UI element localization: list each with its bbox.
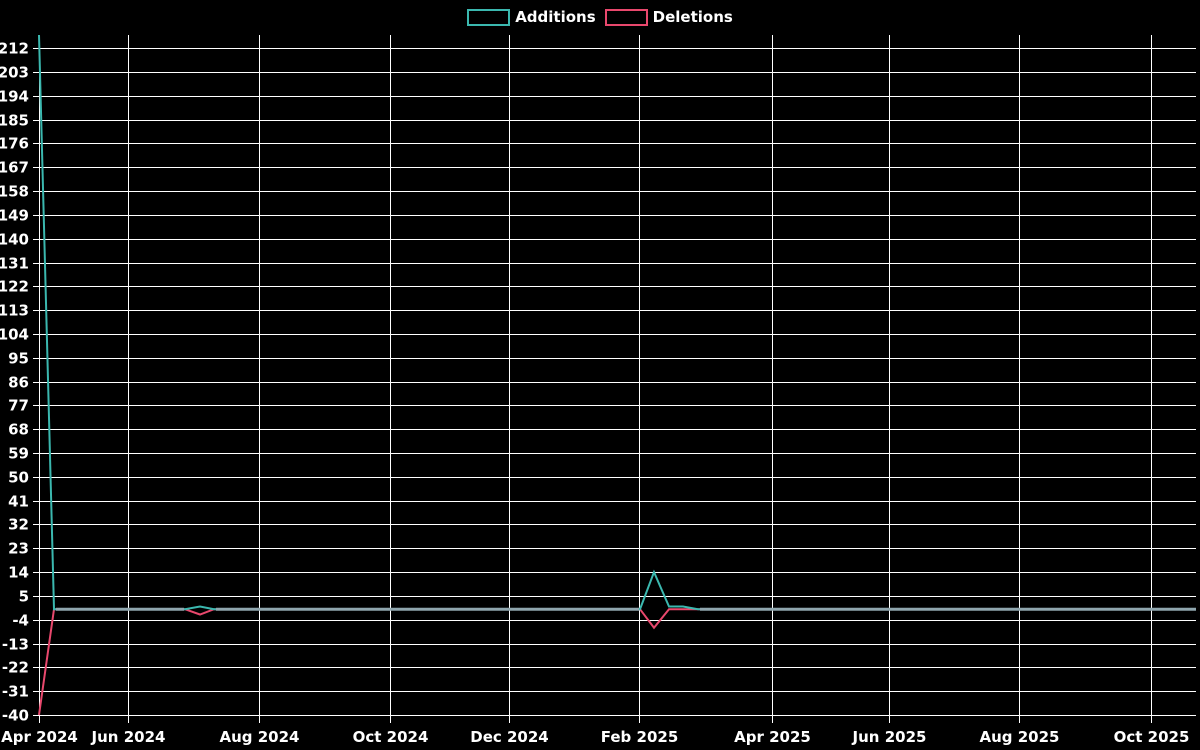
- deletions-legend-label: Deletions: [652, 8, 733, 26]
- y-axis-tick-label: 5: [19, 588, 29, 606]
- y-axis-tick-label: 23: [8, 540, 29, 558]
- x-axis-tick-label: Oct 2024: [353, 728, 429, 746]
- x-axis-tick-label: Jun 2025: [852, 728, 927, 746]
- y-axis-tick-label: 122: [0, 278, 29, 296]
- legend-item-additions[interactable]: Additions: [467, 8, 596, 26]
- x-axis-tick-label: Aug 2024: [220, 728, 300, 746]
- y-axis-tick-label: 203: [0, 64, 29, 82]
- y-axis-tick-label: 41: [8, 493, 29, 511]
- y-axis-tick-label: 194: [0, 88, 29, 106]
- y-axis-tick-label: 167: [0, 159, 29, 177]
- chart-legend: Additions Deletions: [0, 8, 1200, 26]
- y-axis-tick-label: -40: [2, 707, 29, 725]
- x-axis-tick-label: Dec 2024: [470, 728, 549, 746]
- y-axis-tick-label: -4: [12, 612, 29, 630]
- y-axis-tick-label: 176: [0, 135, 29, 153]
- y-axis-tick-label: 140: [0, 231, 29, 249]
- y-axis-tick-label: -31: [2, 683, 29, 701]
- additions-series-line: [38, 34, 1196, 611]
- x-axis-tick-label: Apr 2024: [1, 728, 78, 746]
- y-axis-tick-label: 86: [8, 374, 29, 392]
- y-axis-tick-label: 50: [8, 469, 29, 487]
- y-axis-tick-label: 185: [0, 112, 29, 130]
- y-axis-tick-label: -13: [2, 636, 29, 654]
- y-axis-tick-label: 95: [8, 350, 29, 368]
- x-axis-tick-label: Feb 2025: [601, 728, 679, 746]
- x-axis-tick-label: Aug 2025: [980, 728, 1060, 746]
- y-axis-tick-label: 77: [8, 397, 29, 415]
- deletions-series-line: [38, 608, 1196, 716]
- deletions-series-swatch: [604, 8, 648, 26]
- y-axis-tick-label: 131: [0, 255, 29, 273]
- additions-series-swatch: [467, 8, 511, 26]
- legend-item-deletions[interactable]: Deletions: [604, 8, 733, 26]
- y-axis-tick-label: 59: [8, 445, 29, 463]
- x-axis-tick-label: Jun 2024: [91, 728, 166, 746]
- x-axis-tick-label: Apr 2025: [734, 728, 811, 746]
- additions-legend-label: Additions: [515, 8, 596, 26]
- y-axis-tick-label: 113: [0, 302, 29, 320]
- x-axis-tick-label: Oct 2025: [1114, 728, 1190, 746]
- y-axis-tick-label: 14: [8, 564, 29, 582]
- y-axis-tick-label: 149: [0, 207, 29, 225]
- y-axis-tick-label: -22: [2, 659, 29, 677]
- y-axis-tick-label: 104: [0, 326, 29, 344]
- y-axis-tick-label: 158: [0, 183, 29, 201]
- y-axis-tick-label: 68: [8, 421, 29, 439]
- y-axis-tick-label: 212: [0, 40, 29, 58]
- y-axis-tick-label: 32: [8, 516, 29, 534]
